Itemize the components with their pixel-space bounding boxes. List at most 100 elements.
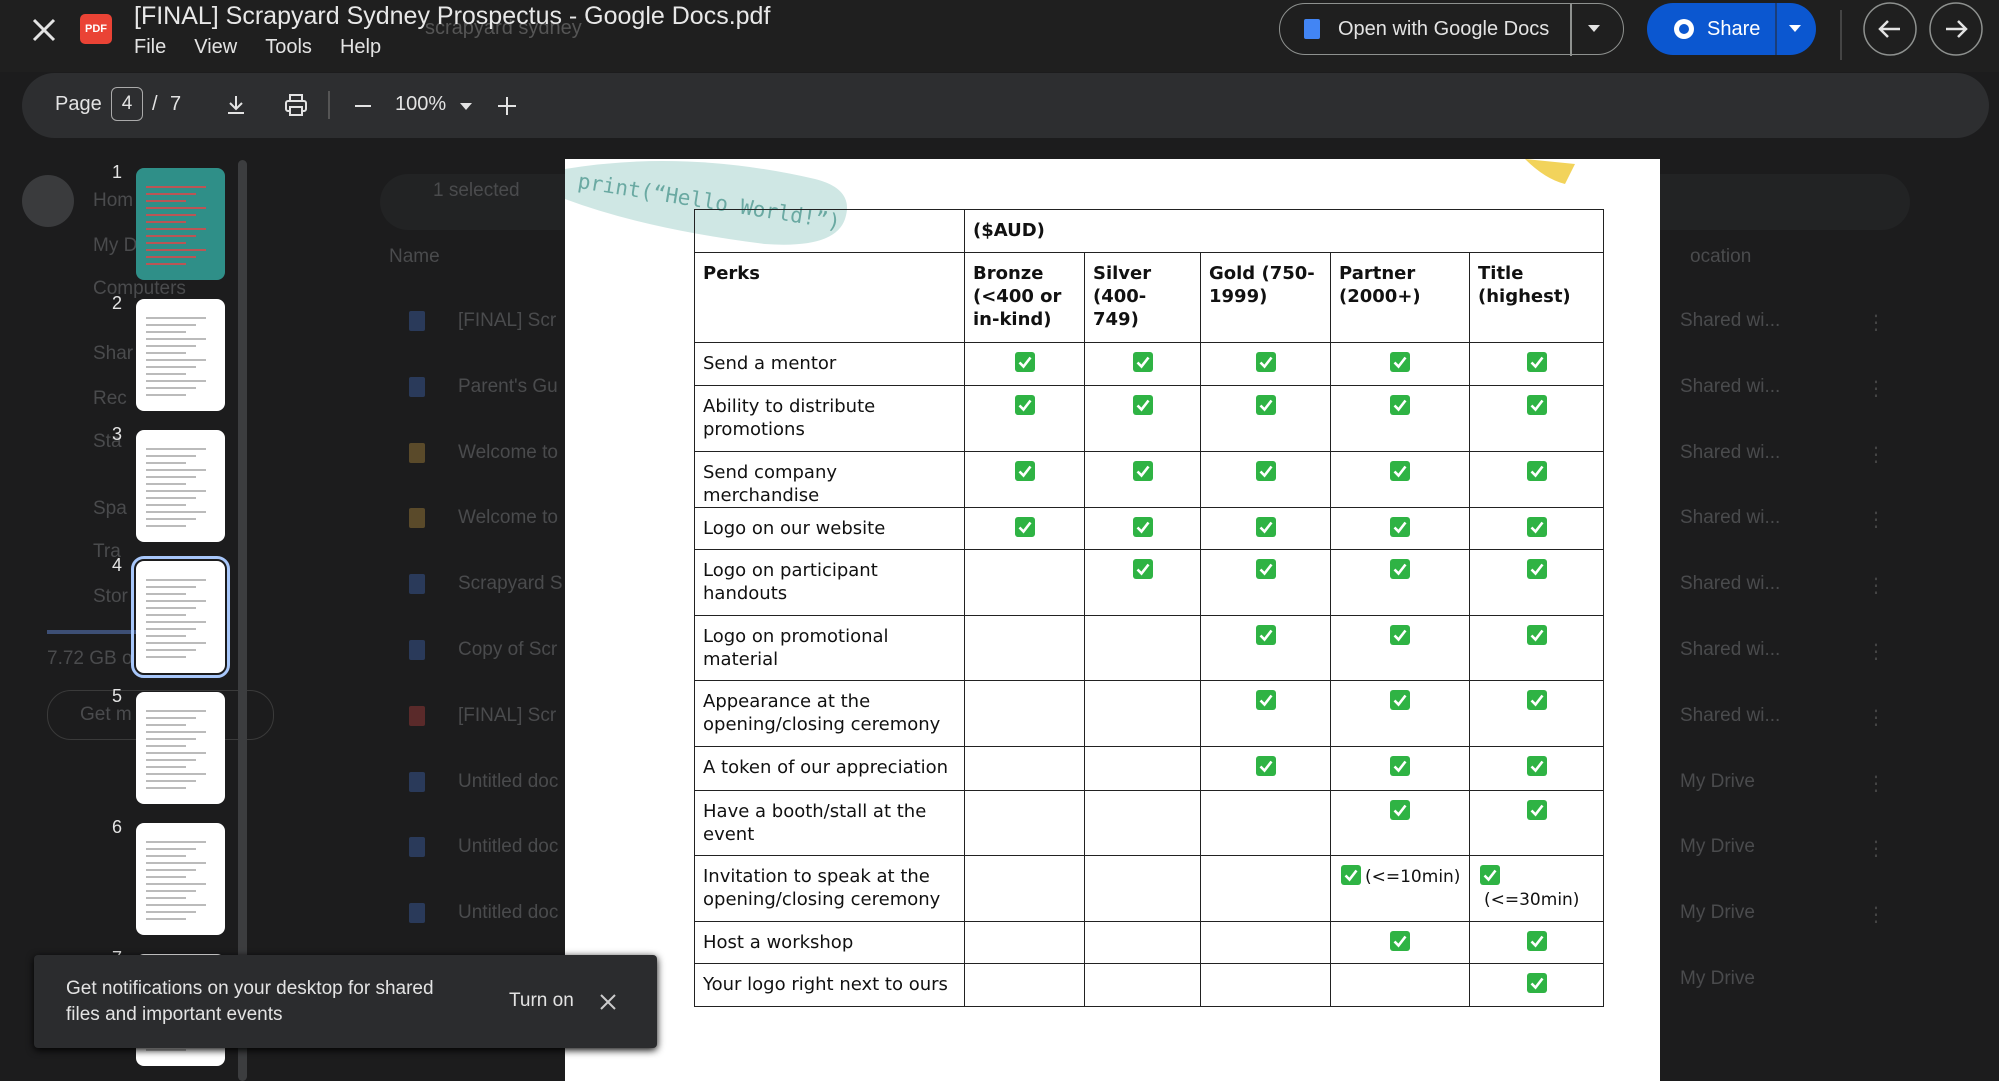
menu-item[interactable]: Tools — [265, 36, 312, 58]
open-with-label: Open with Google Docs — [1338, 17, 1550, 40]
check-icon — [1390, 756, 1410, 776]
file-location: Shared wi... — [1680, 639, 1781, 660]
tier-cell — [1200, 790, 1331, 856]
perk-cell: Send company merchandise — [694, 451, 965, 508]
file-title: [FINAL] Scrapyard Sydney Prospectus - Go… — [134, 2, 771, 30]
column-header: Perks — [694, 252, 965, 343]
perk-cell: Your logo right next to ours — [694, 963, 965, 1007]
tier-cell — [1330, 921, 1470, 964]
tier-cell — [1330, 549, 1470, 616]
tier-cell — [1469, 963, 1604, 1007]
print-icon[interactable] — [283, 92, 309, 118]
perk-cell: Host a workshop — [694, 921, 965, 964]
menu-item[interactable]: View — [194, 36, 238, 58]
row-menu: ⋮ — [1866, 312, 1886, 334]
file-name: Welcome to — [458, 507, 558, 529]
selected-count: 1 selected — [433, 180, 520, 201]
table-row: Ability to distribute promotions — [694, 385, 1604, 452]
thumbnail-number: 6 — [112, 817, 123, 837]
check-icon — [1255, 352, 1276, 372]
thumbnail-panel: 1234567 — [0, 140, 260, 1081]
perk-cell: Ability to distribute promotions — [694, 385, 965, 452]
sidebar-item: Rec — [93, 388, 127, 409]
close-icon[interactable] — [30, 16, 58, 44]
check-icon — [1390, 395, 1410, 415]
table-row: Perks Bronze (<400 or in-kind) Silver (400… — [694, 252, 1604, 343]
share-button[interactable]: Share — [1647, 3, 1816, 55]
page-input[interactable]: 4 — [111, 87, 143, 121]
tier-cell — [1084, 921, 1201, 964]
row-menu: ⋮ — [1866, 772, 1886, 795]
tier-cell — [1469, 680, 1604, 747]
tier-note: (<=30min) — [1484, 890, 1580, 910]
check-icon — [1014, 517, 1035, 537]
sidebar-item: Sta — [93, 431, 122, 452]
file-location: Shared wi... — [1680, 573, 1781, 595]
tier-cell — [1200, 680, 1331, 747]
location-header: ocation — [1690, 246, 1752, 267]
row-menu: ⋮ — [1866, 641, 1886, 663]
perk-cell: Have a booth/stall at the event — [694, 790, 965, 856]
download-icon[interactable] — [224, 93, 248, 117]
check-icon — [1255, 690, 1276, 710]
thumbnail-number: 5 — [112, 686, 123, 706]
table-row: Your logo right next to ours — [694, 963, 1604, 1007]
zoom-out[interactable] — [352, 95, 374, 117]
file-name: Scrapyard S — [458, 573, 563, 595]
file-location: Shared wi... — [1680, 507, 1781, 529]
check-icon — [1526, 352, 1547, 372]
tier-cell — [964, 549, 1085, 616]
thumbnail[interactable] — [136, 692, 225, 804]
check-icon — [1255, 559, 1276, 579]
tier-cell — [1469, 385, 1604, 452]
thumbnail[interactable] — [136, 299, 225, 411]
tier-cell — [964, 855, 1085, 922]
zoom-in[interactable] — [495, 94, 519, 118]
tier-cell — [1330, 507, 1470, 550]
tier-cell — [1330, 615, 1470, 681]
perk-cell: Invitation to speak at the opening/closi… — [694, 855, 965, 922]
perks-table: ($AUD) Perks Bronze (<400 or in-kind) Silve… — [694, 209, 1604, 1007]
previous-button[interactable] — [1862, 1, 1918, 57]
check-icon — [1526, 559, 1547, 579]
sidebar-item: Shar — [93, 343, 134, 364]
thumbnail-number: 3 — [112, 424, 123, 444]
tier-cell — [964, 790, 1085, 856]
pdf-icon: PDF — [80, 14, 112, 44]
tier-cell — [964, 680, 1085, 747]
thumbnail[interactable] — [136, 430, 225, 542]
file-name: Untitled doc — [458, 770, 559, 792]
thumbnail[interactable] — [136, 168, 225, 280]
file-icon — [409, 837, 425, 858]
check-icon — [1390, 931, 1410, 951]
thumbnail-number: 2 — [112, 293, 123, 313]
open-with-button[interactable]: Open with Google Docs — [1279, 3, 1624, 56]
menu-item[interactable]: File — [134, 36, 167, 58]
table-row: Host a workshop — [694, 921, 1604, 964]
share-label: Share — [1707, 17, 1761, 40]
thumbnail[interactable] — [136, 823, 225, 935]
menu-item[interactable]: Help — [339, 36, 382, 58]
row-menu: ⋮ — [1866, 443, 1886, 466]
tier-cell — [1200, 921, 1331, 964]
zoom-level[interactable]: 100% — [395, 93, 447, 115]
tier-cell — [1469, 921, 1604, 964]
file-location: Shared wi... — [1680, 441, 1781, 463]
check-icon — [1480, 865, 1500, 885]
check-icon — [1255, 756, 1276, 776]
perk-cell: A token of our appreciation — [694, 746, 965, 791]
tier-cell — [1469, 615, 1604, 681]
file-icon — [409, 376, 425, 397]
dismiss-icon[interactable] — [599, 993, 617, 1011]
turn-on-button[interactable]: Turn on — [509, 990, 574, 1011]
tier-cell — [964, 342, 1085, 386]
perk-cell: Logo on our website — [694, 507, 965, 550]
tier-cell — [1084, 746, 1201, 791]
next-button[interactable] — [1928, 1, 1984, 57]
check-icon — [1390, 625, 1410, 645]
storage-bar — [47, 630, 167, 634]
thumbnail[interactable] — [131, 556, 230, 678]
tier-cell — [1469, 342, 1604, 386]
file-location: Shared wi... — [1680, 375, 1781, 397]
